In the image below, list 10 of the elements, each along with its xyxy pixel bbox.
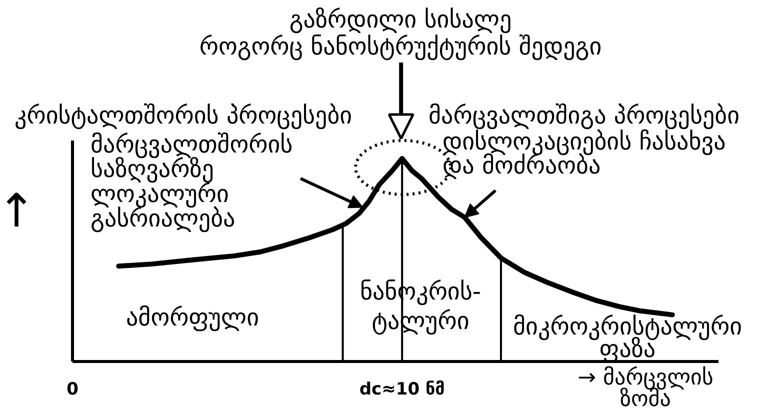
annotation: დისლოკაციების ჩასახვა და მოძრაობა [442,128,726,180]
x-axis-title: → მარცვლის ზომა [578,366,714,412]
annotation: ამორფული [126,304,260,332]
x-tick-label: 0 [66,380,79,400]
text: კრისტალთშორის პროცესები [14,102,352,130]
text: მარცვალთშიგა პროცესები [428,102,740,130]
y-axis-title: ↑ [0,184,36,238]
annotation: მარცვალთშორის საზღვარზე ლოკალური გასრიალება [90,130,293,232]
text: გაზრდილი სისალე როგორც ნანოსტრუქტურის შედეგი [199,6,602,61]
x-tick-label: dc≈10 ნმ [359,380,445,400]
